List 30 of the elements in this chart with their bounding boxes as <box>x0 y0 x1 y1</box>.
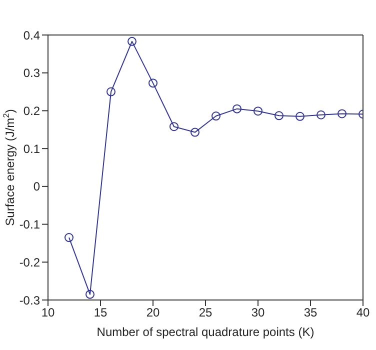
x-tick-label: 35 <box>304 306 318 320</box>
y-tick-label: 0.2 <box>23 104 40 118</box>
x-tick-label: 15 <box>94 306 108 320</box>
point <box>106 87 116 96</box>
point <box>148 78 158 88</box>
point <box>64 233 74 242</box>
y-tick-label: 0 <box>33 180 40 194</box>
x-tick-label: 30 <box>251 306 265 320</box>
y-tick-label: -0.1 <box>19 218 40 232</box>
y-tick-label: -0.3 <box>19 293 40 308</box>
point <box>338 109 346 118</box>
point <box>86 290 94 299</box>
x-tick-label: 20 <box>146 306 160 320</box>
x-tick-label: 10 <box>41 306 55 320</box>
point <box>190 128 200 137</box>
y-tick-label: 0.4 <box>23 28 40 42</box>
point <box>316 110 326 120</box>
point <box>274 111 284 120</box>
y-tick-label: -0.2 <box>19 255 40 270</box>
x-axis-title: Number of spectral quadrature points (K) <box>96 325 314 339</box>
y-tick-label: 0.3 <box>23 66 40 80</box>
point <box>254 106 262 116</box>
point <box>296 112 304 121</box>
point <box>128 36 136 46</box>
point <box>212 112 220 121</box>
point <box>170 122 178 132</box>
point <box>232 104 242 114</box>
y-tick-label: 0.1 <box>23 142 40 156</box>
x-tick-label: 25 <box>198 306 212 320</box>
x-tick-label: 40 <box>356 306 370 320</box>
